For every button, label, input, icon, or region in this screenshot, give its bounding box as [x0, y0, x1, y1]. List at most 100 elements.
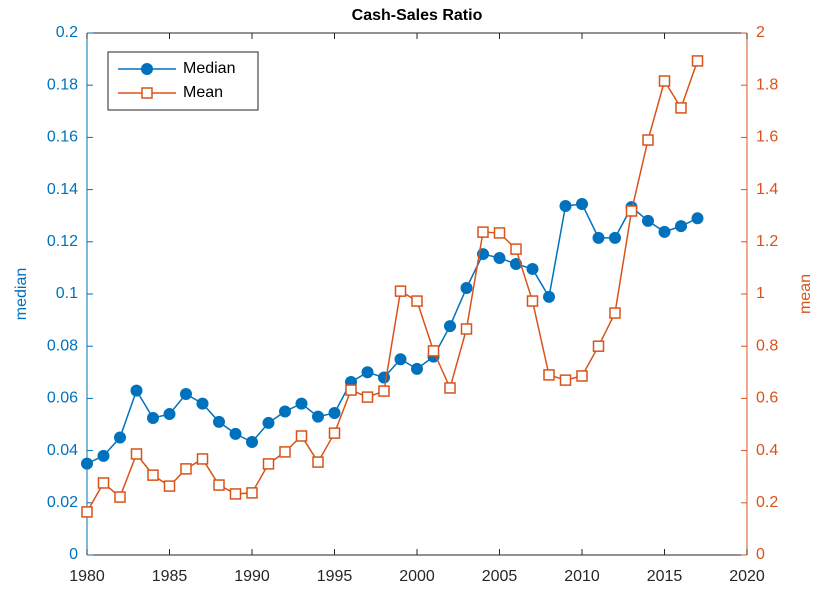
y-tick-label: 0.1	[56, 285, 78, 302]
marker	[394, 353, 407, 366]
marker	[213, 415, 225, 428]
x-tick-label: 1995	[317, 568, 353, 585]
marker	[609, 231, 621, 244]
legend-box	[107, 51, 259, 111]
y2-tick-label: 1.2	[756, 233, 778, 250]
marker	[147, 469, 159, 481]
marker	[361, 366, 374, 379]
marker	[147, 411, 159, 424]
y2-tick-label: 0.8	[756, 337, 778, 354]
marker	[279, 446, 291, 458]
y-tick-label: 0.2	[56, 24, 78, 41]
marker	[378, 371, 390, 384]
y-tick-label: 0.08	[47, 337, 78, 354]
marker	[328, 407, 341, 420]
marker	[460, 281, 473, 294]
y2-tick-label: 1.8	[756, 76, 778, 93]
x-tick-label: 1985	[152, 568, 188, 585]
marker	[691, 212, 704, 225]
marker	[229, 427, 242, 440]
line	[86, 203, 698, 465]
marker	[510, 243, 522, 255]
marker	[246, 435, 258, 448]
y-tick-label: 0.18	[47, 76, 78, 93]
marker	[130, 384, 143, 397]
y-tick-label: 0.02	[47, 494, 78, 511]
legend-label: Median	[183, 60, 235, 77]
y2-tick-label: 0.2	[756, 494, 778, 511]
y-tick-label: 0.04	[47, 442, 78, 459]
x-tick-label: 2015	[647, 568, 683, 585]
marker	[493, 251, 506, 264]
marker	[444, 320, 456, 333]
marker	[97, 449, 110, 462]
marker	[592, 231, 605, 244]
marker	[246, 487, 258, 499]
y-axis-label: median	[13, 268, 30, 320]
marker	[675, 220, 687, 233]
marker	[312, 410, 324, 423]
marker	[328, 427, 341, 439]
x-tick-label: 1980	[69, 568, 105, 585]
y2-tick-label: 0	[756, 546, 765, 563]
x-tick-label: 2005	[482, 568, 518, 585]
marker	[196, 397, 209, 410]
marker	[81, 457, 93, 470]
marker	[526, 262, 539, 275]
y2-tick-label: 2	[756, 24, 765, 41]
marker	[658, 75, 671, 87]
x-tick-label: 2000	[399, 568, 435, 585]
marker	[312, 456, 324, 468]
marker	[411, 362, 423, 375]
marker	[180, 387, 192, 400]
legend-label: Mean	[183, 84, 223, 101]
marker	[196, 453, 209, 465]
marker	[262, 416, 275, 429]
y-tick-label: 0.14	[47, 181, 78, 198]
y2-tick-label: 1	[756, 285, 765, 302]
marker	[279, 405, 291, 418]
marker	[675, 102, 687, 114]
marker	[180, 463, 192, 475]
y-tick-label: 0.06	[47, 390, 78, 407]
marker	[691, 55, 704, 67]
marker	[213, 479, 225, 491]
marker	[559, 200, 572, 213]
marker	[658, 225, 671, 238]
marker	[427, 345, 440, 357]
marker	[543, 290, 555, 303]
marker	[345, 384, 357, 396]
marker	[81, 506, 93, 518]
marker	[576, 370, 588, 382]
x-tick-label: 1990	[234, 568, 270, 585]
marker	[114, 431, 126, 444]
marker	[295, 430, 308, 442]
marker	[229, 488, 242, 500]
y-tick-label: 0.12	[47, 233, 78, 250]
marker	[130, 448, 143, 460]
marker	[444, 382, 456, 394]
chart-title: Cash-Sales Ratio	[352, 7, 483, 24]
marker	[592, 340, 605, 352]
marker	[163, 480, 176, 492]
y2-tick-label: 1.4	[756, 181, 778, 198]
x-tick-label: 2020	[729, 568, 765, 585]
marker	[295, 397, 308, 410]
marker	[559, 374, 572, 386]
marker	[493, 227, 506, 239]
y2-tick-label: 0.4	[756, 442, 778, 459]
x-tick-label: 2010	[564, 568, 600, 585]
legend-marker	[141, 87, 153, 99]
marker	[526, 295, 539, 307]
legend-marker	[141, 63, 153, 75]
y2-tick-label: 1.6	[756, 129, 778, 146]
marker	[642, 214, 654, 227]
marker	[625, 205, 638, 217]
marker	[394, 285, 407, 297]
y-tick-label: 0	[69, 546, 78, 563]
marker	[543, 369, 555, 381]
marker	[262, 458, 275, 470]
line	[86, 60, 699, 513]
